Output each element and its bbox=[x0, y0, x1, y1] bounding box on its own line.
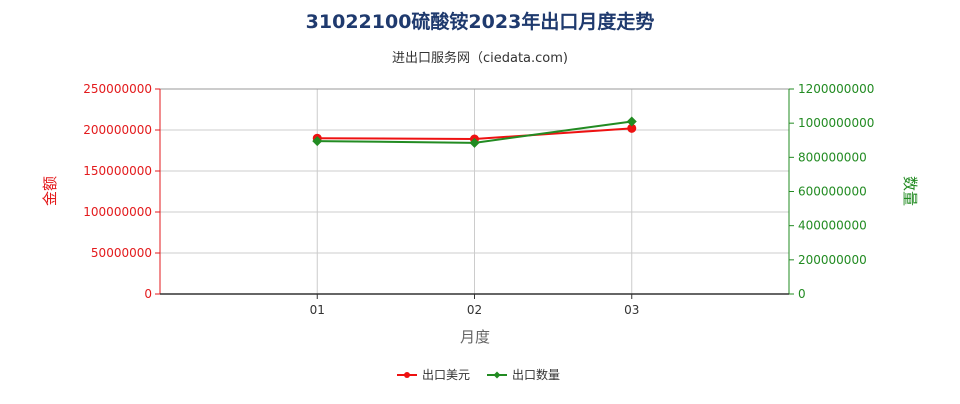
y-tick-label-left: 100000000 bbox=[83, 205, 152, 219]
x-tick-label: 03 bbox=[624, 303, 639, 317]
legend-swatch-marker bbox=[493, 371, 501, 379]
y-tick-label-right: 200000000 bbox=[798, 253, 867, 267]
chart-title: 31022100硫酸铵2023年出口月度走势 bbox=[306, 10, 655, 33]
y-tick-label-left: 0 bbox=[144, 287, 152, 301]
x-tick-label: 01 bbox=[310, 303, 325, 317]
data-point-diamond bbox=[312, 136, 323, 147]
y-tick-label-right: 0 bbox=[798, 287, 806, 301]
y-tick-label-left: 150000000 bbox=[83, 164, 152, 178]
y-tick-label-left: 200000000 bbox=[83, 123, 152, 137]
x-axis-label: 月度 bbox=[460, 328, 490, 346]
grid bbox=[160, 88, 789, 294]
y-axis-label-left: 金额 bbox=[41, 176, 59, 206]
axes: 0 50000000 100000000 150000000 200000000 2500… bbox=[83, 82, 874, 317]
y-tick-label-right: 1200000000 bbox=[798, 82, 874, 96]
chart-subtitle: 进出口服务网（ciedata.com) bbox=[392, 50, 568, 66]
y-tick-label-right: 400000000 bbox=[798, 219, 867, 233]
data-point-circle bbox=[627, 123, 637, 133]
legend-swatch-marker bbox=[404, 372, 410, 378]
x-tick-label: 02 bbox=[467, 303, 482, 317]
data-point-diamond bbox=[626, 116, 637, 127]
y-tick-label-right: 800000000 bbox=[798, 150, 867, 164]
data-point-diamond bbox=[469, 137, 480, 148]
y-axis-label-right: 数量 bbox=[901, 176, 919, 206]
y-tick-label-left: 50000000 bbox=[91, 246, 152, 260]
y-tick-label-right: 1000000000 bbox=[798, 116, 874, 130]
y-tick-label-right: 600000000 bbox=[798, 185, 867, 199]
legend: 出口美元 出口数量 bbox=[397, 367, 560, 382]
y-tick-label-left: 250000000 bbox=[83, 82, 152, 96]
legend-label: 出口数量 bbox=[512, 367, 560, 382]
series-layer bbox=[312, 116, 637, 148]
legend-label: 出口美元 bbox=[422, 368, 470, 382]
